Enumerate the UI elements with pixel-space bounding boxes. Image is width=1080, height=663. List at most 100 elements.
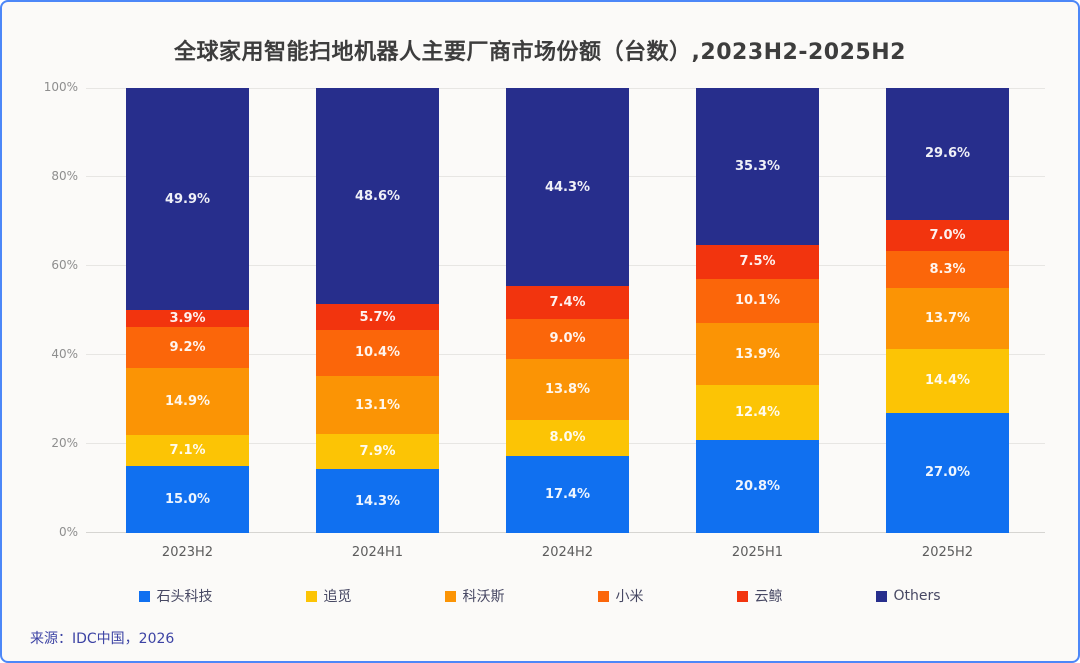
bar-segment: 27.0% [886,412,1009,533]
segment-value-label: 44.3% [544,179,591,195]
segment-value-label: 15.0% [164,492,211,508]
legend-label: 科沃斯 [462,589,505,605]
legend-swatch [598,590,610,602]
segment-value-label: 10.4% [354,345,401,361]
segment-value-label: 13.9% [734,346,781,362]
y-axis: 0% 20% 40% 60% 80% 100% [16,80,78,539]
stacked-bar: 20.8% 12.4% 13.9% 10.1% 7.5% 35.3% [696,88,819,533]
segment-value-label: 35.3% [734,159,781,175]
bar-segment: 7.5% [696,245,819,279]
legend-item: 追觅 [306,586,351,606]
bar-segment: 13.8% [506,358,629,420]
y-tick-label: 100% [43,80,78,94]
bar-segment: 7.0% [886,219,1009,251]
segment-value-label: 12.4% [734,405,781,421]
segment-value-label: 7.5% [739,254,776,270]
bar-segment: 48.6% [316,88,439,305]
bar-segment: 13.1% [316,375,439,435]
stacked-bar: 17.4% 8.0% 13.8% 9.0% 7.4% 44.3% [506,88,629,533]
segment-value-label: 49.9% [164,191,211,207]
segment-value-label: 20.8% [734,479,781,495]
legend-swatch [306,590,318,602]
x-tick-label: 2024H2 [541,545,594,560]
bar-segment: 15.0% [126,466,249,533]
bar-segment: 7.9% [316,434,439,470]
x-tick-label: 2023H2 [161,545,214,560]
bar-segment: 13.7% [886,287,1009,349]
source-note: 来源：IDC中国，2026 [30,631,175,647]
bar-segment: 49.9% [126,88,249,311]
legend-item: Others [876,586,941,606]
legend-label: 云鲸 [754,589,783,605]
legend-swatch [139,590,151,602]
legend-label: 石头科技 [156,589,213,605]
y-tick-label: 60% [51,258,78,272]
segment-value-label: 9.0% [549,331,586,347]
y-tick-label: 40% [51,347,78,361]
x-tick-label: 2025H1 [731,545,784,560]
segment-value-label: 5.7% [359,309,396,325]
segment-value-label: 14.9% [164,394,211,409]
legend-swatch [876,590,888,602]
segment-value-label: 7.4% [549,294,586,310]
bar-segment: 7.4% [506,285,629,319]
y-tick-label: 20% [51,436,78,450]
bar-segment: 35.3% [696,88,819,246]
segment-value-label: 10.1% [734,293,781,309]
segment-value-label: 8.3% [929,261,966,277]
segment-value-label: 17.4% [544,486,591,502]
segment-value-label: 13.8% [544,381,591,397]
segment-value-label: 13.7% [924,310,971,326]
bar-segment: 12.4% [696,385,819,441]
segment-value-label: 14.3% [354,493,401,509]
stacked-bar: 14.3% 7.9% 13.1% 10.4% 5.7% 48.6% [316,88,439,533]
bar-segment: 13.9% [696,323,819,386]
chart-title: 全球家用智能扫地机器人主要厂商市场份额（台数）,2023H2-2025H2 [174,40,906,65]
segment-value-label: 13.1% [354,397,401,413]
bar-segment: 5.7% [316,304,439,330]
segment-value-label: 7.1% [169,442,206,458]
x-tick-label: 2024H1 [351,545,404,560]
bar-segment: 14.9% [126,368,249,435]
bar-segment: 3.9% [126,310,249,328]
bar-segment: 10.1% [696,278,819,324]
legend-swatch [737,590,749,602]
bar-segment: 14.4% [886,348,1009,413]
bar-segment: 8.0% [506,419,629,456]
segment-value-label: 7.9% [359,444,396,460]
legend-item: 小米 [598,586,643,606]
y-tick-label: 0% [58,525,78,539]
legend-item: 云鲸 [737,586,782,606]
bar-segment: 10.4% [316,329,439,376]
stacked-bar: 15.0% 7.1% 14.9% 9.2% 3.9% 49.9% [126,88,249,533]
segment-value-label: 9.2% [169,340,206,356]
bar-segment: 7.1% [126,434,249,467]
legend: 石头科技 追觅 科沃斯 小米 云鲸 Others [2,586,1078,606]
bar-segment: 9.2% [126,327,249,369]
stacked-bar: 27.0% 14.4% 13.7% 8.3% 7.0% 29.6% [886,88,1009,533]
y-tick-label: 80% [51,169,78,183]
segment-value-label: 29.6% [924,146,971,162]
bar-segment: 20.8% [696,440,819,533]
legend-label: Others [893,588,941,604]
legend-item: 科沃斯 [445,586,504,606]
legend-label: 追觅 [323,589,352,605]
bar-segment: 44.3% [506,88,629,286]
x-axis: 2023H2 2024H1 2024H2 2025H1 2025H2 [86,545,1045,565]
segment-value-label: 48.6% [354,188,401,204]
bar-segment: 17.4% [506,455,629,533]
x-tick-label: 2025H2 [921,545,974,560]
segment-value-label: 7.0% [929,227,966,243]
segment-value-label: 27.0% [924,465,971,481]
legend-label: 小米 [615,589,644,605]
legend-swatch [445,590,457,602]
bar-segment: 8.3% [886,250,1009,288]
segment-value-label: 14.4% [924,373,971,389]
segment-value-label: 3.9% [169,311,206,327]
bar-segment: 9.0% [506,318,629,359]
legend-item: 石头科技 [139,586,212,606]
segment-value-label: 8.0% [549,430,586,446]
plot-area: 15.0% 7.1% 14.9% 9.2% 3.9% 49.9% 14.3% 7.9% 13.1… [86,88,1045,533]
bar-segment: 29.6% [886,88,1009,220]
